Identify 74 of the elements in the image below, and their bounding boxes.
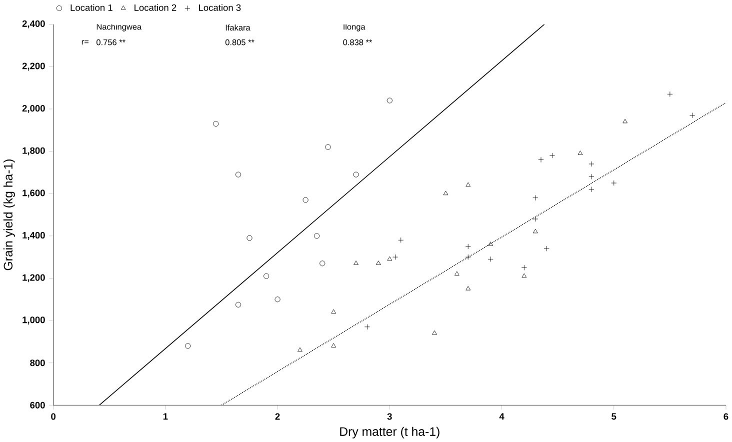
annotation: 0.805 ** bbox=[225, 39, 254, 46]
y-tick-label: 1,800 bbox=[22, 147, 45, 156]
annotation: Nachingwea bbox=[96, 24, 142, 32]
point bbox=[588, 174, 594, 180]
point bbox=[544, 246, 550, 252]
point bbox=[274, 296, 280, 302]
point bbox=[398, 237, 404, 244]
legend-label: Location 3 bbox=[199, 4, 241, 12]
point bbox=[466, 286, 471, 290]
y-tick-label: 1,000 bbox=[22, 316, 45, 325]
point bbox=[264, 273, 270, 279]
point bbox=[667, 91, 673, 98]
point bbox=[466, 182, 471, 187]
legend-label: Location 1 bbox=[70, 4, 112, 12]
y-tick-label: 1,400 bbox=[22, 232, 45, 240]
point bbox=[488, 256, 494, 262]
point bbox=[549, 152, 555, 158]
point bbox=[532, 195, 538, 201]
point bbox=[386, 98, 392, 104]
x-axis-title: Dry matter (t ha-1) bbox=[340, 426, 440, 438]
y-tick-label: 1,200 bbox=[22, 274, 45, 282]
y-tick-label: 2,400 bbox=[22, 20, 45, 28]
point bbox=[521, 264, 527, 271]
x-tick-label: 0 bbox=[51, 413, 56, 420]
annotation: Ilonga bbox=[344, 24, 366, 32]
point bbox=[532, 228, 538, 234]
point bbox=[331, 343, 336, 348]
annotation: 0.756 ** bbox=[96, 39, 126, 46]
point bbox=[611, 180, 617, 186]
y-tick-label: 2,000 bbox=[22, 105, 45, 114]
annotation: r= bbox=[82, 40, 89, 45]
x-tick-label: 3 bbox=[387, 413, 392, 420]
point bbox=[376, 260, 381, 265]
y-axis-title: Grain yield (kg ha-1) bbox=[3, 160, 15, 270]
point bbox=[532, 216, 538, 222]
y-tick-label: 1,600 bbox=[22, 190, 45, 198]
point bbox=[236, 302, 242, 308]
point bbox=[353, 172, 359, 178]
y-tick-label: 600 bbox=[30, 402, 45, 409]
point bbox=[522, 273, 527, 278]
point bbox=[465, 244, 471, 250]
x-tick-label: 5 bbox=[612, 413, 616, 420]
point bbox=[387, 256, 392, 261]
y-tick-label: 2,200 bbox=[22, 62, 45, 71]
legend-label: Location 2 bbox=[134, 4, 176, 12]
annotation: Ifakara bbox=[226, 24, 250, 31]
point bbox=[246, 235, 252, 241]
point bbox=[465, 254, 471, 260]
point bbox=[213, 121, 219, 127]
point bbox=[364, 324, 370, 330]
point bbox=[325, 144, 331, 150]
point bbox=[298, 347, 302, 352]
point bbox=[488, 242, 493, 246]
point bbox=[622, 118, 628, 124]
point bbox=[432, 330, 437, 335]
point bbox=[588, 186, 594, 192]
point bbox=[588, 161, 594, 167]
x-tick-label: 4 bbox=[499, 413, 504, 420]
x-tick-label: 1 bbox=[163, 413, 168, 420]
point bbox=[320, 260, 326, 266]
point bbox=[443, 190, 448, 196]
point bbox=[578, 150, 583, 155]
y-tick-label: 800 bbox=[30, 360, 45, 366]
point bbox=[354, 260, 358, 265]
point bbox=[302, 197, 308, 203]
x-tick-label: 2 bbox=[275, 413, 280, 420]
point bbox=[690, 112, 696, 118]
point bbox=[331, 309, 336, 314]
point bbox=[314, 233, 320, 239]
point bbox=[236, 172, 242, 178]
point bbox=[185, 343, 191, 349]
x-tick-label: 6 bbox=[724, 413, 728, 420]
point bbox=[454, 271, 460, 276]
annotation: 0.838 ** bbox=[343, 39, 372, 46]
